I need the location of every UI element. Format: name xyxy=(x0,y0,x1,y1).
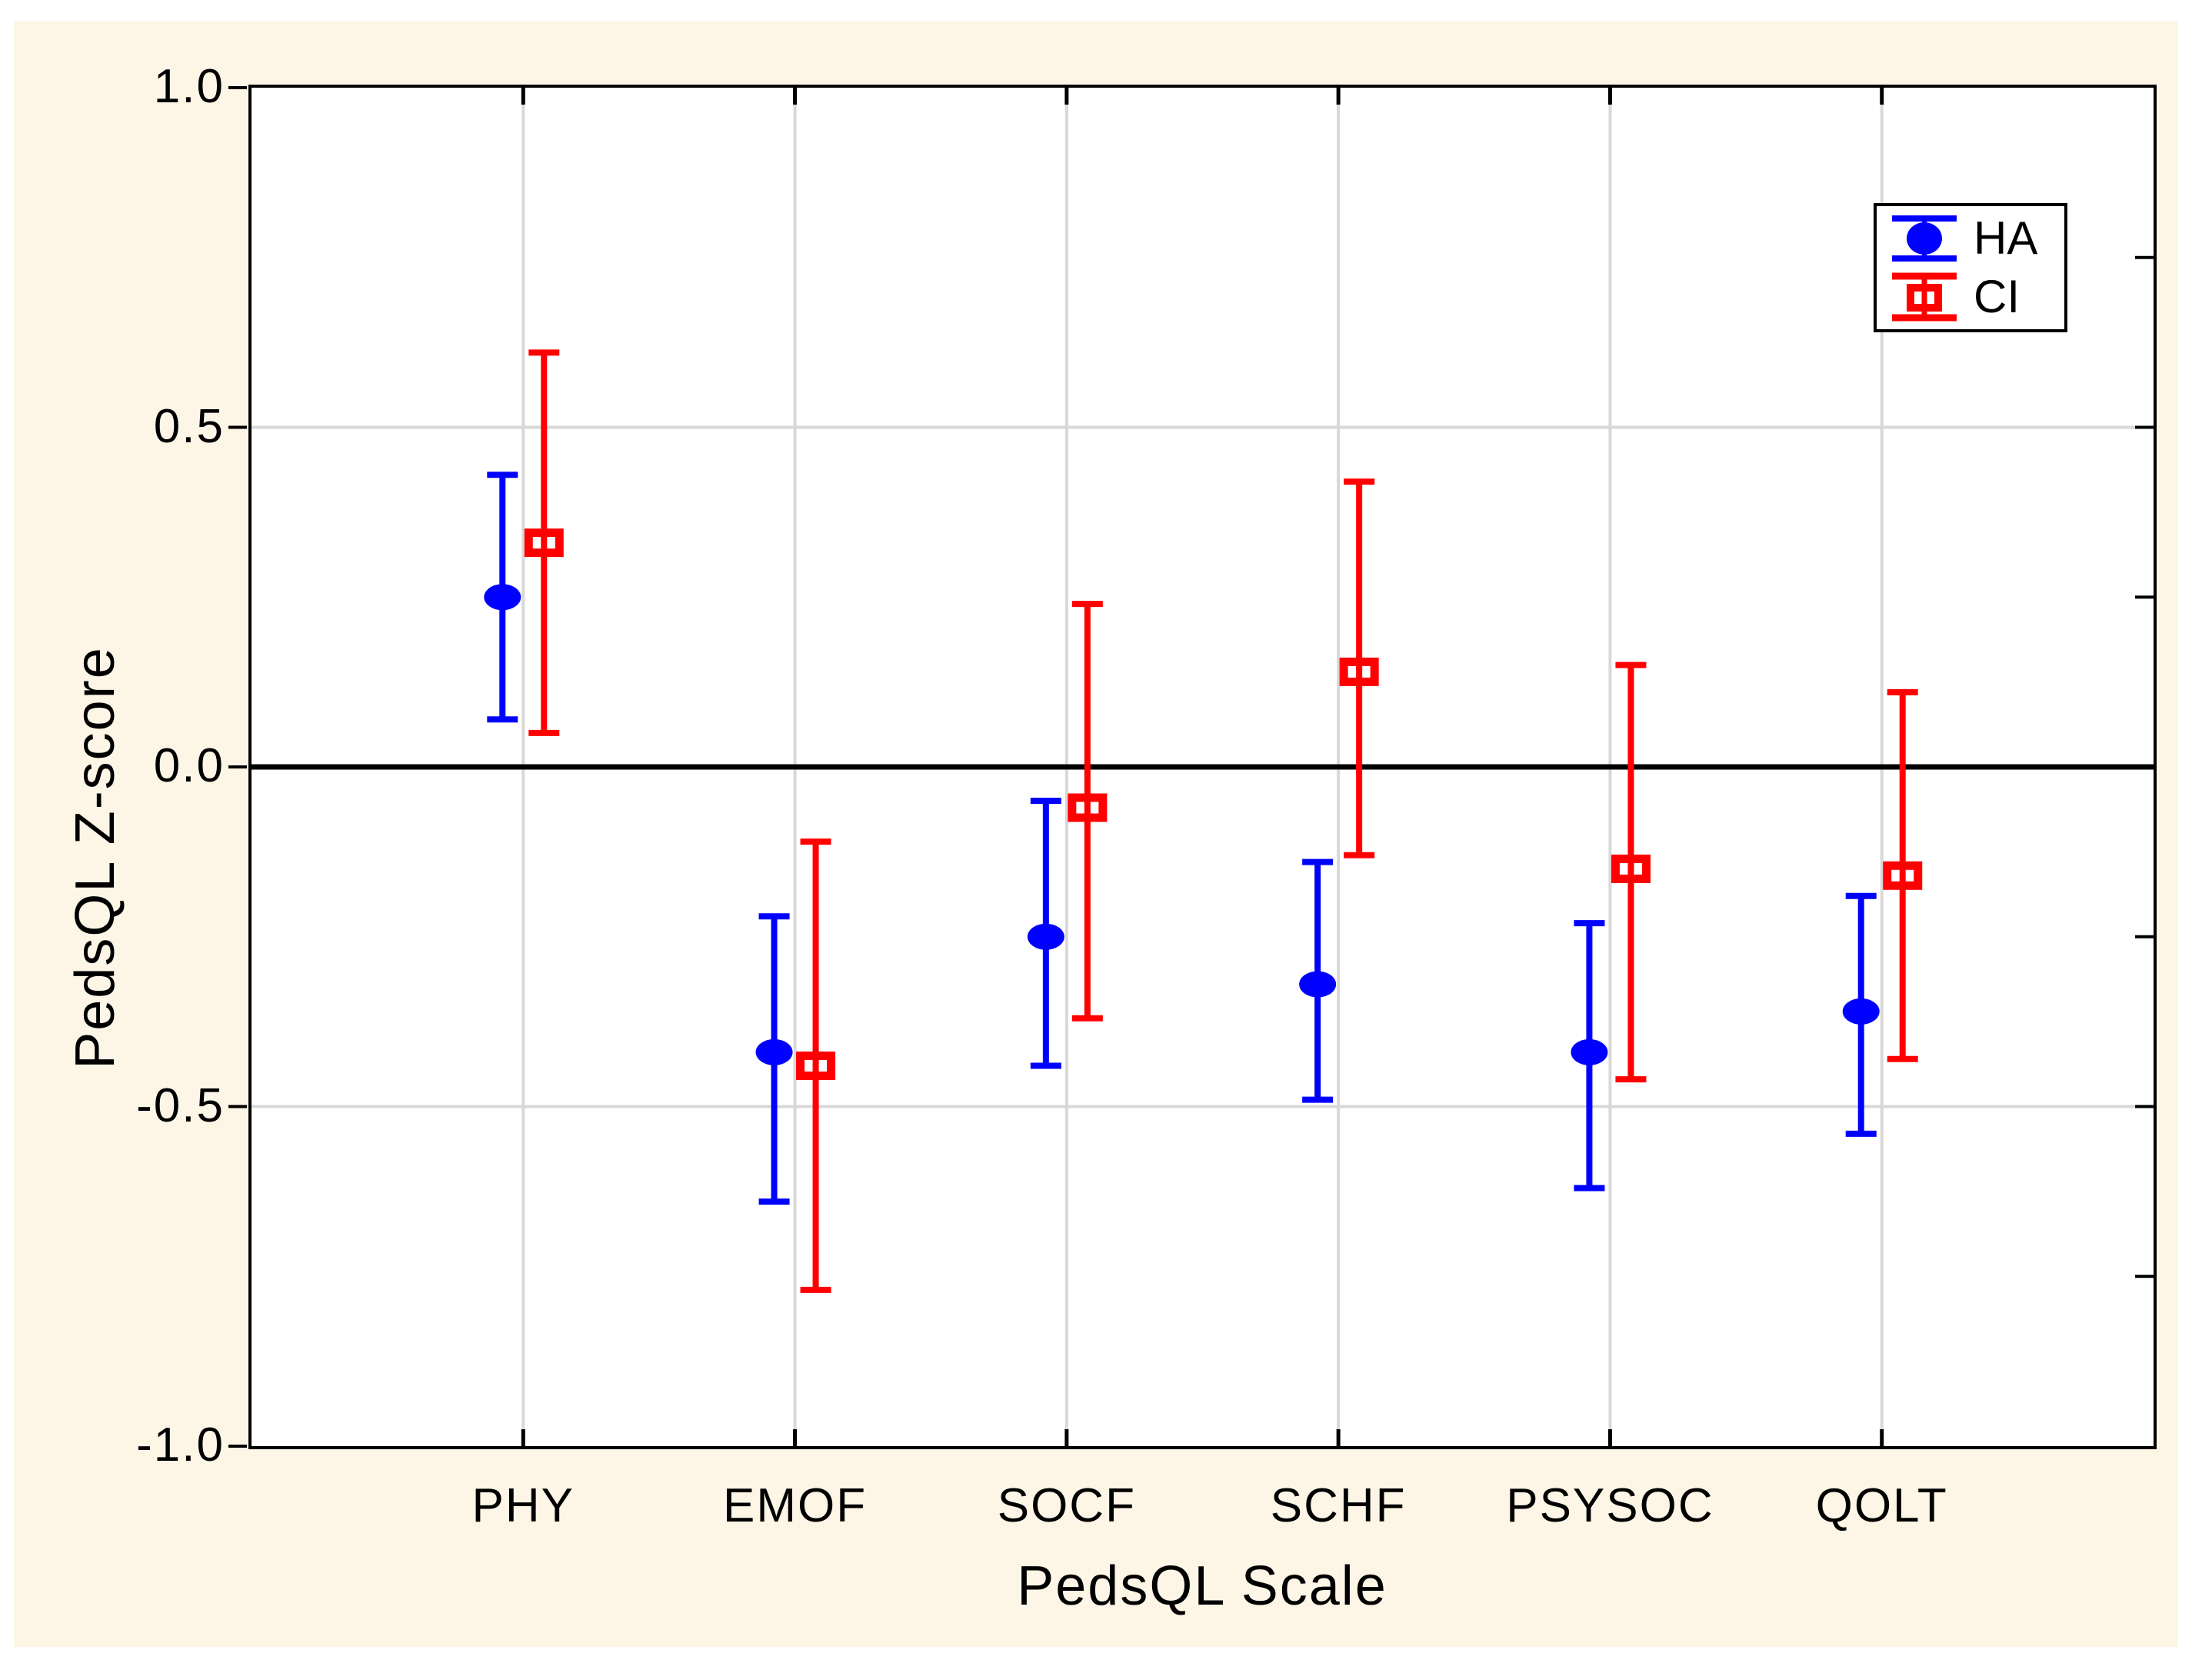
y-tick-label-0.0: 0.0 xyxy=(153,739,225,793)
legend-item-ha: HA xyxy=(1889,209,2057,268)
ci-open-square-errorbar-icon xyxy=(1892,272,1957,322)
marker-ha-socf xyxy=(1027,923,1064,950)
ha-filled-circle-errorbar-icon xyxy=(1892,215,1957,262)
plot-graphics xyxy=(228,86,2154,1448)
marker-ha-qolt xyxy=(1842,998,1880,1025)
y-tick-label-1.0: 1.0 xyxy=(153,60,225,114)
x-tick-label-socf: SOCF xyxy=(997,1479,1136,1532)
marker-ci-emof xyxy=(796,1052,836,1081)
marker-ci-phy xyxy=(524,528,564,558)
legend-label-ci: CI xyxy=(1974,271,2020,322)
plot-area xyxy=(228,85,2157,1449)
x-tick-label-schf: SCHF xyxy=(1270,1479,1407,1532)
y-tick-label--0.5: -0.5 xyxy=(136,1078,225,1132)
x-axis-title: PedsQL Scale xyxy=(1017,1555,1387,1617)
y-tick-label-0.5: 0.5 xyxy=(153,399,225,453)
chart-canvas: 1.0 0.5 0.0 -0.5 -1.0 PHY EMOF SOCF SCHF PSYSOC Q… xyxy=(14,22,2178,1647)
x-tick-label-psysoc: PSYSOC xyxy=(1506,1479,1714,1532)
y-axis-title: PedsQL Z-score xyxy=(65,646,126,1069)
marker-ha-psysoc xyxy=(1571,1038,1608,1065)
marker-ha-emof xyxy=(755,1038,793,1065)
x-tick-label-phy: PHY xyxy=(471,1479,575,1532)
marker-ci-socf xyxy=(1068,793,1108,822)
marker-ci-qolt xyxy=(1883,861,1923,890)
x-tick-label-qolt: QOLT xyxy=(1815,1479,1948,1532)
x-tick-label-emof: EMOF xyxy=(723,1479,868,1532)
legend-item-ci: CI xyxy=(1889,268,2057,326)
y-tick-label--1.0: -1.0 xyxy=(136,1418,225,1472)
marker-ha-schf xyxy=(1299,971,1337,998)
marker-ci-psysoc xyxy=(1611,854,1651,883)
marker-ha-phy xyxy=(484,584,521,611)
legend-label-ha: HA xyxy=(1974,212,2038,264)
legend: HA CI xyxy=(1874,203,2067,332)
marker-ci-schf xyxy=(1339,657,1379,686)
